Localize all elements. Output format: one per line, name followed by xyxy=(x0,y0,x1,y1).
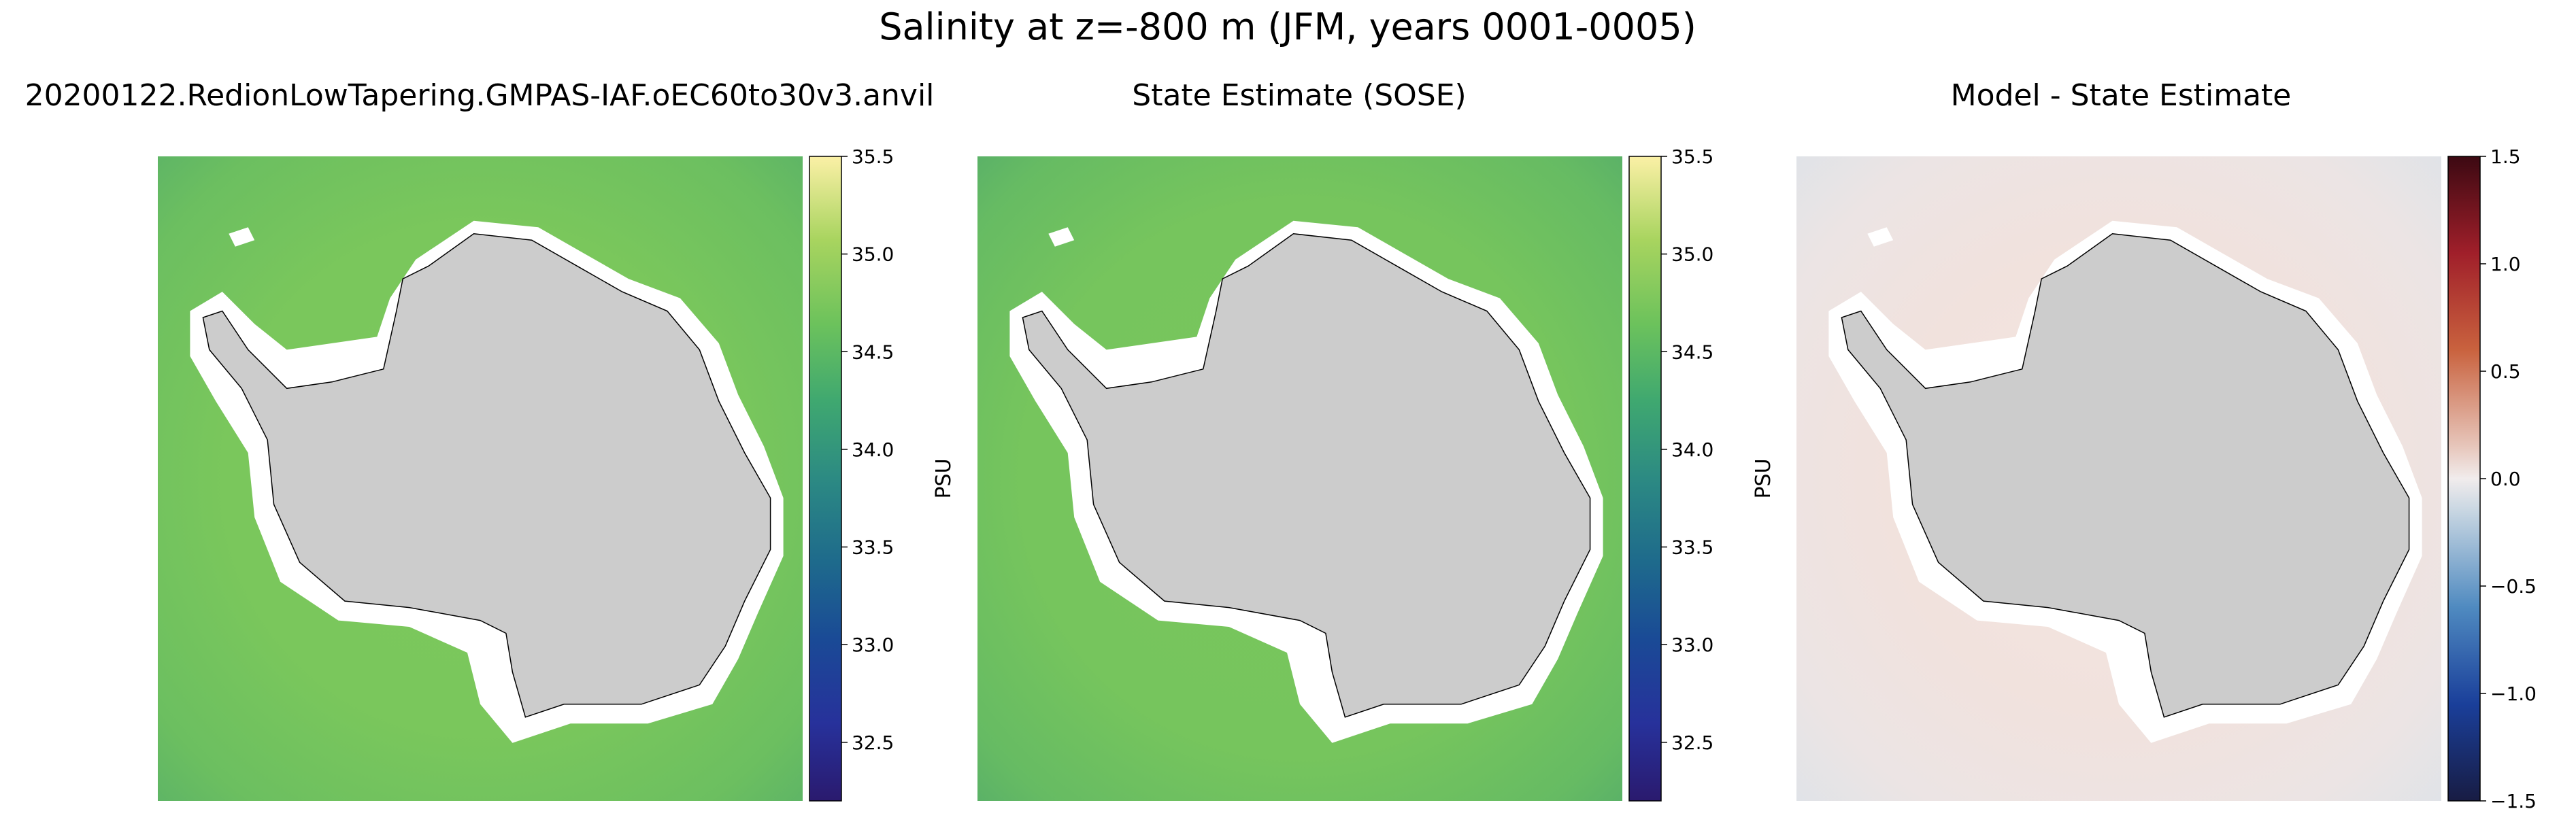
island-nodata-1 xyxy=(229,227,255,247)
colorbar-tick-label-3-2: −1.0 xyxy=(2490,683,2537,705)
colorbar-tick-label-3-3: −0.5 xyxy=(2490,575,2537,598)
colorbar-tick-label-3-1: −1.5 xyxy=(2490,790,2537,812)
colorbar-tick-label-3-4: 0.0 xyxy=(2490,468,2521,490)
colorbar-tick-label-2-1: 32.5 xyxy=(1671,732,1713,754)
antarctica-land-3 xyxy=(1841,233,2410,718)
panel-3: Model - State Estimate −1.5 −1.0 −0.5 0.0 0.5… xyxy=(1796,78,2537,812)
panel-title-2: State Estimate (SOSE) xyxy=(1132,78,1466,113)
colorbar-tick-label-3-7: 1.5 xyxy=(2490,145,2521,168)
antarctica-land-1 xyxy=(202,233,771,718)
colorbar-1 xyxy=(809,156,842,802)
colorbar-tick-label-3-5: 0.5 xyxy=(2490,360,2521,383)
colorbar-tick-label-1-7: 35.5 xyxy=(852,145,894,168)
colorbar-tick-label-1-4: 34.0 xyxy=(852,439,894,461)
colorbar-tick-label-2-5: 34.5 xyxy=(1671,341,1713,363)
panels: 20200122.RedionLowTapering.GMPAS-IAF.oEC… xyxy=(25,78,2537,812)
colorbar-tick-label-1-1: 32.5 xyxy=(852,732,894,754)
antarctica-land-2 xyxy=(1022,233,1591,718)
colorbar-tick-label-1-2: 33.0 xyxy=(852,634,894,656)
panel-2: State Estimate (SOSE) 32.5 33.0 33.5 34.0 34.… xyxy=(977,78,1775,802)
panel-title-3: Model - State Estimate xyxy=(1951,78,2292,113)
panel-title-1: 20200122.RedionLowTapering.GMPAS-IAF.oEC… xyxy=(25,78,935,113)
colorbar-2 xyxy=(1628,156,1662,802)
colorbar-tick-label-2-4: 34.0 xyxy=(1671,439,1713,461)
colorbar-tick-label-1-3: 33.5 xyxy=(852,536,894,559)
colorbar-3 xyxy=(2447,156,2481,802)
colorbar-label-2: PSU xyxy=(1752,458,1775,498)
figure-title: Salinity at z=-800 m (JFM, years 0001-00… xyxy=(879,5,1696,48)
panel-1: 20200122.RedionLowTapering.GMPAS-IAF.oEC… xyxy=(25,78,956,802)
colorbar-tick-label-3-6: 1.0 xyxy=(2490,253,2521,275)
colorbar-tick-label-2-6: 35.0 xyxy=(1671,243,1713,266)
colorbar-tick-label-1-5: 34.5 xyxy=(852,341,894,363)
colorbar-label-1: PSU xyxy=(932,458,956,498)
colorbar-tick-label-1-6: 35.0 xyxy=(852,243,894,266)
colorbar-tick-label-2-7: 35.5 xyxy=(1671,145,1713,168)
colorbar-tick-label-2-2: 33.0 xyxy=(1671,634,1713,656)
island-nodata-3 xyxy=(1867,227,1894,247)
colorbar-tick-label-2-3: 33.5 xyxy=(1671,536,1713,559)
island-nodata-2 xyxy=(1048,227,1075,247)
